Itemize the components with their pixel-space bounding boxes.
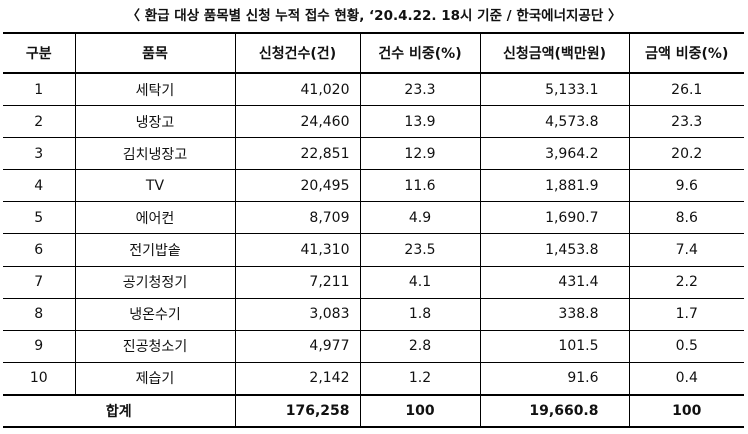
header-category-no: 구분: [3, 33, 76, 73]
row-amount-share: 20.2: [628, 137, 744, 170]
row-count: 7,211: [234, 266, 361, 299]
row-number: 6: [3, 233, 76, 267]
table-title: 〈 환급 대상 품목별 신청 누적 접수 현황, ‘20.4.22. 18시 기…: [126, 8, 622, 24]
header-item: 품목: [74, 33, 236, 73]
header-row: 구분 품목 신청건수(건) 건수 비중(%) 신청금액(백만원) 금액 비중(%…: [3, 33, 744, 73]
row-item: 공기청정기: [74, 266, 236, 299]
row-count-share: 23.5: [359, 233, 481, 267]
row-number: 3: [3, 137, 76, 170]
table-row: 10 제습기 2,142 1.2 91.6 0.4: [3, 362, 744, 395]
row-amount-share: 26.1: [628, 73, 744, 106]
row-count-share: 4.9: [359, 201, 481, 234]
row-amount: 338.8: [479, 298, 630, 331]
row-item: 에어컨: [74, 201, 236, 234]
row-count: 24,460: [234, 105, 361, 138]
row-number: 5: [3, 201, 76, 234]
row-number: 10: [3, 362, 76, 395]
total-count-share: 100: [359, 395, 481, 427]
table-row: 3 김치냉장고 22,851 12.9 3,964.2 20.2: [3, 137, 744, 170]
header-amount-share: 금액 비중(%): [628, 33, 744, 73]
row-amount-share: 9.6: [628, 169, 744, 202]
table-row: 9 진공청소기 4,977 2.8 101.5 0.5: [3, 330, 744, 363]
row-amount: 431.4: [479, 266, 630, 299]
row-count: 4,977: [234, 330, 361, 363]
row-amount-share: 0.4: [628, 362, 744, 395]
row-amount: 1,690.7: [479, 201, 630, 234]
row-item: 제습기: [74, 362, 236, 395]
row-item: 냉온수기: [74, 298, 236, 331]
row-item: 김치냉장고: [74, 137, 236, 170]
table-row: 6 전기밥솥 41,310 23.5 1,453.8 7.4: [3, 233, 744, 267]
total-amount-share: 100: [628, 395, 744, 427]
row-item: 세탁기: [74, 73, 236, 106]
row-count: 41,310: [234, 233, 361, 267]
row-item: TV: [74, 169, 236, 202]
row-count-share: 23.3: [359, 73, 481, 106]
row-number: 8: [3, 298, 76, 331]
row-amount-share: 1.7: [628, 298, 744, 331]
row-count-share: 4.1: [359, 266, 481, 299]
row-count: 2,142: [234, 362, 361, 395]
total-amount: 19,660.8: [479, 395, 630, 427]
row-number: 2: [3, 105, 76, 138]
row-count: 41,020: [234, 73, 361, 106]
row-number: 4: [3, 169, 76, 202]
row-number: 9: [3, 330, 76, 363]
row-count: 3,083: [234, 298, 361, 331]
row-amount: 5,133.1: [479, 73, 630, 106]
header-application-amount: 신청금액(백만원): [479, 33, 630, 73]
header-count-share: 건수 비중(%): [359, 33, 481, 73]
row-amount: 4,573.8: [479, 105, 630, 138]
table-row: 5 에어컨 8,709 4.9 1,690.7 8.6: [3, 201, 744, 234]
row-amount-share: 7.4: [628, 233, 744, 267]
row-count-share: 1.8: [359, 298, 481, 331]
row-amount-share: 0.5: [628, 330, 744, 363]
table-row: 7 공기청정기 7,211 4.1 431.4 2.2: [3, 266, 744, 299]
row-amount-share: 23.3: [628, 105, 744, 138]
row-count: 8,709: [234, 201, 361, 234]
total-row: 합계 176,258 100 19,660.8 100: [3, 395, 744, 427]
application-status-table: 구분 품목 신청건수(건) 건수 비중(%) 신청금액(백만원) 금액 비중(%…: [3, 32, 744, 428]
row-count: 22,851: [234, 137, 361, 170]
row-count-share: 13.9: [359, 105, 481, 138]
row-amount-share: 2.2: [628, 266, 744, 299]
table-row: 2 냉장고 24,460 13.9 4,573.8 23.3: [3, 105, 744, 138]
row-item: 전기밥솥: [74, 233, 236, 267]
row-item: 냉장고: [74, 105, 236, 138]
row-count-share: 11.6: [359, 169, 481, 202]
row-item: 진공청소기: [74, 330, 236, 363]
row-amount: 1,453.8: [479, 233, 630, 267]
row-amount: 1,881.9: [479, 169, 630, 202]
total-label: 합계: [3, 395, 236, 427]
header-application-count: 신청건수(건): [234, 33, 361, 73]
row-count-share: 1.2: [359, 362, 481, 395]
table-row: 8 냉온수기 3,083 1.8 338.8 1.7: [3, 298, 744, 331]
row-count: 20,495: [234, 169, 361, 202]
row-count-share: 12.9: [359, 137, 481, 170]
row-amount: 91.6: [479, 362, 630, 395]
row-number: 1: [3, 73, 76, 106]
total-count: 176,258: [234, 395, 361, 427]
row-number: 7: [3, 266, 76, 299]
row-count-share: 2.8: [359, 330, 481, 363]
row-amount: 3,964.2: [479, 137, 630, 170]
table-row: 4 TV 20,495 11.6 1,881.9 9.6: [3, 169, 744, 202]
table-row: 1 세탁기 41,020 23.3 5,133.1 26.1: [3, 73, 744, 106]
row-amount: 101.5: [479, 330, 630, 363]
row-amount-share: 8.6: [628, 201, 744, 234]
